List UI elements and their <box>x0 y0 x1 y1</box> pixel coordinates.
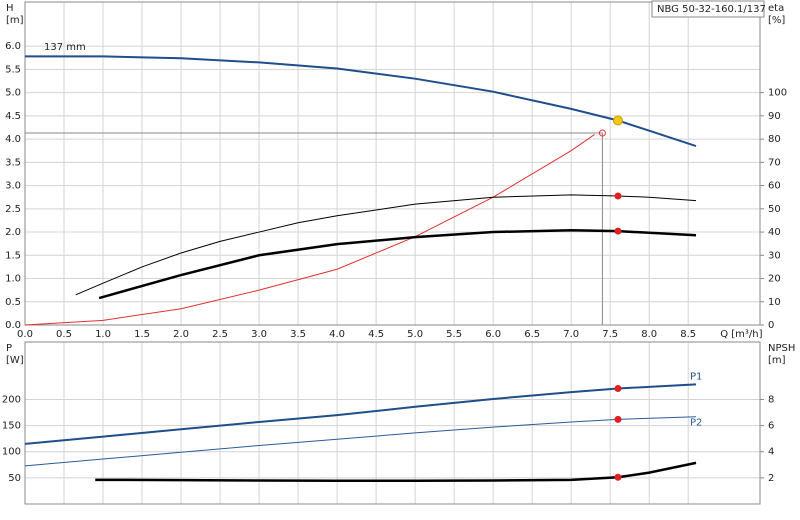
y-tick-label: 5.0 <box>5 88 21 99</box>
y2-tick-label: 70 <box>768 157 781 168</box>
curve-annotation: 137 mm <box>44 42 86 53</box>
y-tick-label: 2.0 <box>5 227 21 238</box>
x-tick-label: 1.0 <box>95 329 111 340</box>
y-tick-label: 150 <box>2 421 21 432</box>
curve <box>98 228 697 300</box>
y2-tick-label: 60 <box>768 181 781 192</box>
y-tick-label: 1.0 <box>5 274 21 285</box>
series-label: P2 <box>690 418 702 429</box>
curve <box>95 461 697 482</box>
curve <box>24 416 697 467</box>
x-tick-label: 5.5 <box>446 329 462 340</box>
x-tick-label: 2.5 <box>212 329 228 340</box>
y2-tick-label: 10 <box>768 297 781 308</box>
y-tick-label: 200 <box>2 394 21 405</box>
y-tick-label: 4.5 <box>5 111 21 122</box>
y-axis-label: P <box>6 343 12 354</box>
x-tick-label: 2.0 <box>173 329 189 340</box>
y2-tick-label: 2 <box>768 473 774 484</box>
y-tick-label: 3.5 <box>5 157 21 168</box>
curve <box>25 55 697 148</box>
y2-axis-label: [m] <box>768 355 786 366</box>
y2-tick-label: 8 <box>768 394 774 405</box>
y2-tick-label: 0 <box>768 320 774 331</box>
operating-point <box>612 115 623 126</box>
y2-tick-label: 50 <box>768 204 781 215</box>
operating-point <box>614 227 622 235</box>
plot-frame <box>24 341 761 505</box>
x-tick-label: 8.0 <box>641 329 657 340</box>
x-tick-label: 4.0 <box>329 329 345 340</box>
y2-axis-label: [%] <box>768 15 785 26</box>
y2-tick-label: 6 <box>768 421 774 432</box>
curve <box>75 194 697 296</box>
x-tick-label: 5.0 <box>407 329 423 340</box>
series-label: P1 <box>690 371 702 382</box>
y-tick-label: 0.5 <box>5 297 21 308</box>
x-tick-label: 0.5 <box>56 329 72 340</box>
y-tick-label: 6.0 <box>5 41 21 52</box>
model-label: NBG 50-32-160.1/137 <box>657 4 766 15</box>
y-tick-label: 5.5 <box>5 64 21 75</box>
y-tick-label: 2.5 <box>5 204 21 215</box>
y-tick-label: 0.0 <box>5 320 21 331</box>
reference-point <box>598 129 606 137</box>
x-tick-label: 6.5 <box>524 329 540 340</box>
y-tick-label: 100 <box>2 447 21 458</box>
y2-tick-label: 20 <box>768 274 781 285</box>
y2-tick-label: 80 <box>768 134 781 145</box>
model-box <box>651 0 765 18</box>
y-tick-label: 1.5 <box>5 250 21 261</box>
curve <box>24 383 697 445</box>
x-tick-label: 3.0 <box>251 329 267 340</box>
y-tick-label: 50 <box>8 473 21 484</box>
x-tick-label: 6.0 <box>485 329 501 340</box>
reference-line <box>25 132 603 325</box>
y2-tick-label: 30 <box>768 250 781 261</box>
y-tick-label: 4.0 <box>5 134 21 145</box>
x-tick-label: 0.0 <box>17 329 33 340</box>
y-axis-label: H <box>6 3 14 14</box>
operating-point <box>614 415 622 423</box>
x-tick-label: 3.5 <box>290 329 306 340</box>
y2-tick-label: 40 <box>768 227 781 238</box>
operating-point <box>614 385 622 393</box>
y2-tick-label: 100 <box>768 88 787 99</box>
y2-tick-label: 90 <box>768 111 781 122</box>
y-axis-label: [W] <box>6 355 24 366</box>
x-axis-label: Q [m³/h] <box>720 329 762 340</box>
operating-point <box>614 473 622 481</box>
x-tick-label: 7.5 <box>602 329 618 340</box>
y2-axis-label: NPSH <box>768 343 795 354</box>
x-tick-label: 4.5 <box>368 329 384 340</box>
x-tick-label: 1.5 <box>134 329 150 340</box>
y-axis-label: [m] <box>6 15 24 26</box>
y-tick-label: 3.0 <box>5 181 21 192</box>
y2-axis-label: eta <box>768 3 784 14</box>
operating-point <box>614 192 622 200</box>
curve <box>24 134 595 326</box>
x-tick-label: 7.0 <box>563 329 579 340</box>
x-tick-label: 8.5 <box>680 329 696 340</box>
plot-frame <box>24 1 761 326</box>
y2-tick-label: 4 <box>768 447 774 458</box>
